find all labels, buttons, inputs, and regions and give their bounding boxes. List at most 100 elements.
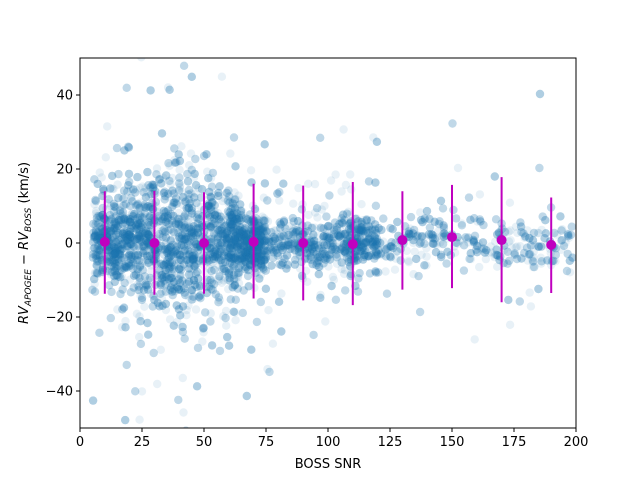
scatter-point <box>237 227 247 236</box>
scatter-point <box>359 236 368 245</box>
scatter-point <box>325 255 335 264</box>
scatter-point <box>536 253 545 262</box>
scatter-point <box>292 251 302 260</box>
scatter-point <box>256 228 265 237</box>
scatter-point <box>187 270 196 279</box>
scatter-point <box>326 176 336 185</box>
scatter-point <box>167 219 176 228</box>
scatter-point <box>136 208 145 217</box>
scatter-point <box>244 222 253 231</box>
scatter-point <box>190 169 199 179</box>
scatter-point <box>292 222 301 232</box>
scatter-point <box>322 227 332 236</box>
scatter-point <box>230 308 240 317</box>
scatter-point <box>317 246 327 255</box>
scatter-point <box>217 245 226 254</box>
scatter-point <box>103 122 112 131</box>
scatter-point <box>137 223 146 232</box>
scatter-point <box>224 341 234 350</box>
scatter-point <box>358 246 367 255</box>
scatter-point <box>136 277 145 287</box>
scatter-point <box>208 258 217 267</box>
scatter-point <box>111 203 121 212</box>
scatter-point <box>133 254 143 263</box>
scatter-point <box>207 216 217 226</box>
scatter-point <box>179 237 188 246</box>
scatter-point <box>135 208 145 217</box>
scatter-point <box>97 228 106 237</box>
scatter-point <box>95 168 105 177</box>
scatter-point <box>222 247 231 257</box>
scatter-point <box>231 274 240 284</box>
scatter-point <box>372 249 381 259</box>
scatter-point <box>322 230 332 239</box>
scatter-point <box>110 243 120 252</box>
scatter-point <box>91 268 101 278</box>
scatter-point <box>142 237 151 246</box>
scatter-point <box>280 235 289 244</box>
scatter-point <box>214 226 224 235</box>
scatter-point <box>356 237 365 246</box>
scatter-point <box>476 217 485 226</box>
scatter-point <box>264 306 273 315</box>
scatter-point <box>165 220 174 229</box>
scatter-point <box>92 248 102 257</box>
scatter-point <box>277 327 286 336</box>
scatter-point <box>177 255 186 265</box>
scatter-point <box>173 317 182 326</box>
scatter-point <box>118 272 127 281</box>
scatter-point <box>344 207 353 216</box>
scatter-point <box>119 241 129 250</box>
scatter-point <box>159 173 168 182</box>
scatter-point <box>110 217 119 227</box>
scatter-point <box>181 209 190 218</box>
scatter-point <box>150 295 159 304</box>
scatter-point <box>143 251 152 261</box>
scatter-point <box>568 253 576 262</box>
scatter-point <box>117 192 126 202</box>
scatter-point <box>305 247 315 257</box>
scatter-point <box>114 244 123 253</box>
scatter-point <box>176 239 185 248</box>
scatter-point <box>109 224 118 233</box>
scatter-point <box>307 236 316 245</box>
scatter-point <box>356 242 365 251</box>
scatter-point <box>257 240 266 249</box>
scatter-point <box>261 232 270 241</box>
scatter-point <box>226 149 235 158</box>
scatter-point <box>564 232 573 241</box>
scatter-point <box>519 37 527 45</box>
scatter-point <box>159 188 169 198</box>
scatter-point <box>107 270 116 279</box>
scatter-point <box>236 208 246 218</box>
scatter-point <box>241 250 250 259</box>
scatter-point <box>94 215 103 224</box>
scatter-point <box>206 260 216 269</box>
scatter-point <box>160 212 169 222</box>
scatter-point <box>325 250 334 259</box>
scatter-point <box>177 142 186 151</box>
scatter-point <box>126 184 136 194</box>
scatter-point <box>327 238 336 247</box>
scatter-point <box>224 284 233 294</box>
scatter-point <box>369 242 379 252</box>
scatter-point <box>92 217 101 226</box>
scatter-point <box>118 211 128 221</box>
scatter-point <box>211 228 220 237</box>
scatter-point <box>110 241 120 250</box>
scatter-point <box>184 203 194 212</box>
scatter-point <box>238 227 247 237</box>
scatter-point <box>127 240 136 249</box>
scatter-point <box>259 255 269 265</box>
scatter-point <box>487 248 496 257</box>
scatter-point <box>312 245 321 254</box>
scatter-point <box>368 241 377 250</box>
scatter-point <box>238 230 248 239</box>
scatter-point <box>141 193 151 202</box>
scatter-point <box>457 219 466 228</box>
scatter-point <box>139 227 149 236</box>
scatter-point <box>366 240 376 249</box>
scatter-point <box>231 233 240 242</box>
scatter-point <box>135 277 144 286</box>
scatter-point <box>253 228 262 237</box>
